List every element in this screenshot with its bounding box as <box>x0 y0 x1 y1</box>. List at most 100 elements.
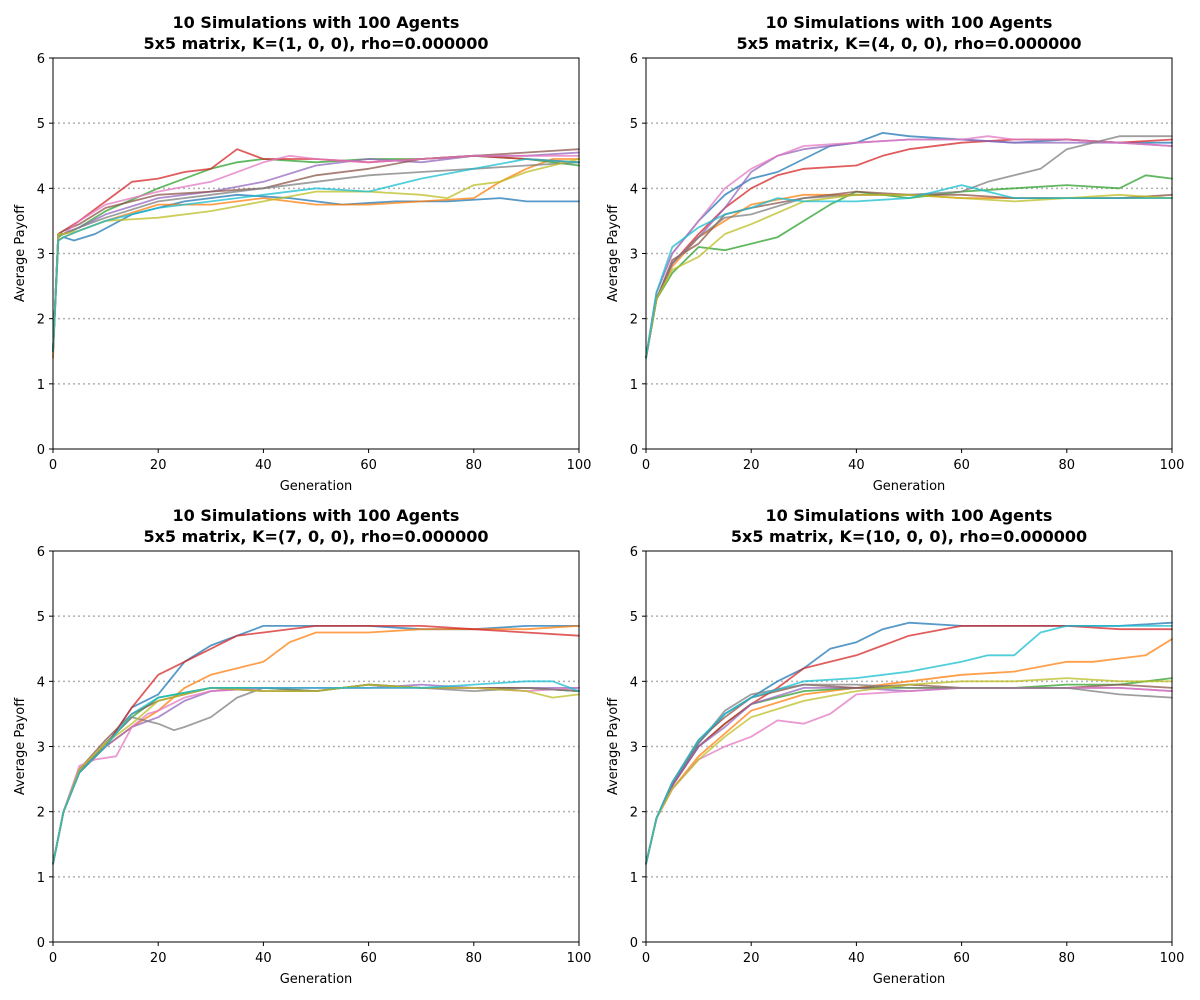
series-group <box>52 625 580 865</box>
series-line-3 <box>52 683 580 865</box>
y-tick-label: 1 <box>37 871 45 886</box>
series-line-8 <box>52 683 580 865</box>
y-tick-label: 5 <box>37 610 45 625</box>
x-tick-label: 100 <box>1160 458 1185 473</box>
x-tick-label: 0 <box>49 458 57 473</box>
series-group <box>645 132 1173 359</box>
y-tick-label: 0 <box>630 936 638 951</box>
x-tick-label: 0 <box>642 951 650 966</box>
chart-title: 10 Simulations with 100 Agents <box>173 13 460 32</box>
series-line-10 <box>52 158 580 353</box>
x-tick-label: 20 <box>743 458 760 473</box>
series-line-3 <box>645 677 1173 865</box>
x-tick-label: 80 <box>1059 458 1076 473</box>
series-line-6 <box>645 190 1173 359</box>
x-tick-label: 100 <box>567 458 592 473</box>
series-line-4 <box>52 148 580 353</box>
x-axis-label: Generation <box>873 479 946 494</box>
series-line-9 <box>645 677 1173 865</box>
y-tick-label: 3 <box>630 741 638 756</box>
y-tick-label: 4 <box>630 675 638 690</box>
series-line-9 <box>645 193 1173 359</box>
series-line-1 <box>645 132 1173 359</box>
chart-subtitle: 5x5 matrix, K=(7, 0, 0), rho=0.000000 <box>143 527 488 546</box>
x-tick-label: 20 <box>150 951 167 966</box>
y-tick-label: 6 <box>630 52 638 67</box>
chart-panel-3: 10 Simulations with 100 Agents 5x5 matrix… <box>13 506 591 987</box>
x-tick-label: 60 <box>360 951 377 966</box>
series-line-8 <box>645 683 1173 865</box>
series-line-1 <box>52 625 580 865</box>
y-tick-label: 5 <box>630 117 638 132</box>
series-line-10 <box>645 625 1173 865</box>
series-group <box>52 148 580 359</box>
series-line-1 <box>52 193 580 353</box>
y-tick-label: 4 <box>37 675 45 690</box>
y-axis-label: Average Payoff <box>13 697 28 795</box>
chart-title: 10 Simulations with 100 Agents <box>173 506 460 525</box>
series-line-4 <box>52 625 580 865</box>
series-line-1 <box>645 621 1173 865</box>
chart-subtitle: 5x5 matrix, K=(10, 0, 0), rho=0.000000 <box>731 527 1087 546</box>
y-tick-label: 5 <box>37 117 45 132</box>
y-axis-label: Average Payoff <box>13 204 28 302</box>
y-tick-label: 0 <box>630 443 638 458</box>
y-tick-label: 3 <box>37 248 45 263</box>
y-tick-label: 2 <box>630 806 638 821</box>
x-tick-label: 20 <box>743 951 760 966</box>
x-tick-label: 60 <box>953 458 970 473</box>
series-line-3 <box>645 174 1173 359</box>
x-axis-label: Generation <box>873 972 946 987</box>
y-tick-label: 6 <box>37 52 45 67</box>
chart-title: 10 Simulations with 100 Agents <box>766 13 1053 32</box>
x-tick-label: 40 <box>848 458 865 473</box>
chart-panel-4: 10 Simulations with 100 Agents 5x5 matrix… <box>606 506 1184 987</box>
series-line-2 <box>52 625 580 865</box>
series-line-5 <box>52 683 580 865</box>
y-tick-label: 3 <box>37 741 45 756</box>
y-tick-label: 2 <box>37 806 45 821</box>
series-line-10 <box>645 184 1173 359</box>
y-tick-label: 6 <box>630 545 638 560</box>
x-tick-label: 80 <box>466 951 483 966</box>
series-line-2 <box>645 638 1173 865</box>
series-line-5 <box>645 138 1173 359</box>
x-axis-label: Generation <box>280 972 353 987</box>
x-axis-label: Generation <box>280 479 353 494</box>
y-tick-label: 4 <box>630 182 638 197</box>
chart-subtitle: 5x5 matrix, K=(4, 0, 0), rho=0.000000 <box>736 34 1081 53</box>
series-line-7 <box>645 135 1173 359</box>
x-tick-label: 40 <box>255 951 272 966</box>
x-tick-label: 80 <box>466 458 483 473</box>
y-tick-label: 3 <box>630 248 638 263</box>
x-tick-label: 0 <box>642 458 650 473</box>
series-line-9 <box>52 158 580 353</box>
series-line-3 <box>52 154 580 353</box>
series-line-7 <box>52 154 580 353</box>
plot-frame <box>52 550 580 943</box>
y-axis-label: Average Payoff <box>606 697 621 795</box>
y-tick-label: 2 <box>630 313 638 328</box>
y-tick-label: 0 <box>37 936 45 951</box>
series-line-4 <box>645 138 1173 359</box>
series-line-10 <box>52 680 580 865</box>
y-tick-label: 2 <box>37 313 45 328</box>
x-tick-label: 40 <box>255 458 272 473</box>
y-tick-label: 6 <box>37 545 45 560</box>
plot-frame <box>645 57 1173 450</box>
x-tick-label: 100 <box>567 951 592 966</box>
chart-panel-2: 10 Simulations with 100 Agents 5x5 matrix… <box>606 13 1184 494</box>
x-tick-label: 60 <box>360 458 377 473</box>
series-group <box>645 621 1173 865</box>
plot-frame <box>52 57 580 450</box>
y-axis-label: Average Payoff <box>606 204 621 302</box>
y-tick-label: 5 <box>630 610 638 625</box>
series-line-8 <box>645 135 1173 359</box>
series-line-6 <box>52 148 580 353</box>
x-tick-label: 0 <box>49 951 57 966</box>
x-tick-label: 100 <box>1160 951 1185 966</box>
chart-subtitle: 5x5 matrix, K=(1, 0, 0), rho=0.000000 <box>143 34 488 53</box>
chart-panel-1: 10 Simulations with 100 Agents 5x5 matrix… <box>13 13 591 494</box>
series-line-2 <box>645 193 1173 359</box>
